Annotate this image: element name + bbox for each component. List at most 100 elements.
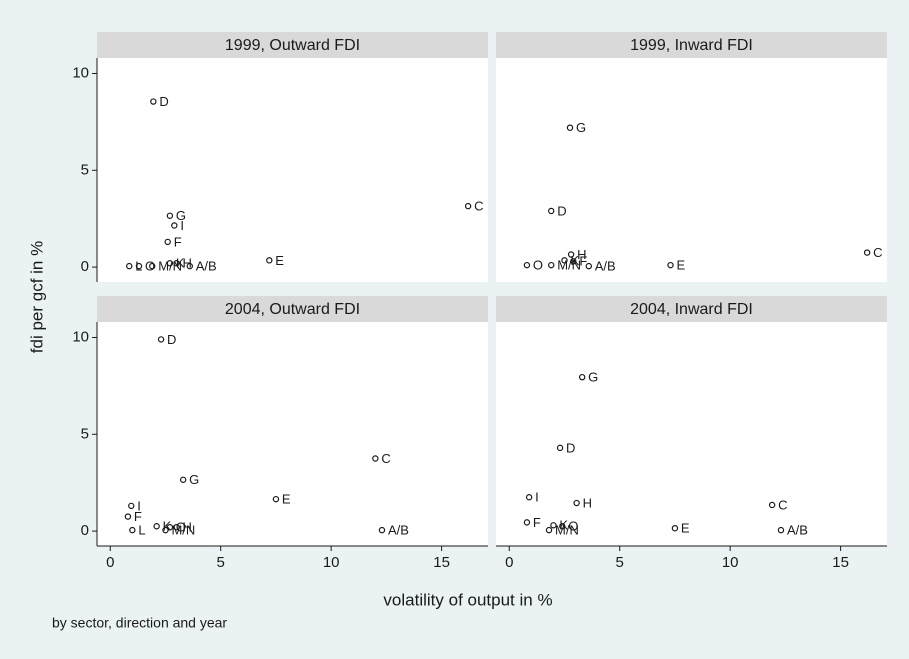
point-label: F: [174, 234, 182, 249]
point-label: A/B: [787, 523, 808, 538]
point-label: O: [568, 519, 578, 534]
x-tick-label: 0: [106, 554, 114, 571]
point: [162, 526, 169, 534]
point-label: C: [778, 497, 787, 512]
x-tick-label: 15: [433, 554, 450, 571]
point: [173, 260, 180, 267]
point: [186, 262, 193, 270]
plot-area: [496, 58, 887, 282]
point: [567, 251, 575, 258]
point-label: L: [135, 259, 142, 274]
point-label: F: [533, 515, 541, 530]
point: [173, 524, 180, 531]
point-label: D: [159, 94, 168, 109]
point-label: K: [570, 253, 579, 268]
x-tick-label: 5: [217, 554, 225, 571]
y-tick-label: 10: [72, 328, 89, 345]
point-label: O: [176, 520, 186, 535]
point-label: G: [576, 120, 586, 135]
point: [578, 373, 586, 381]
point-label: M/N: [557, 258, 581, 273]
point: [559, 523, 566, 530]
x-tick-label: 10: [722, 554, 739, 571]
point-label: H: [583, 495, 592, 510]
point: [548, 261, 555, 269]
point-label: D: [566, 440, 575, 455]
point: [179, 476, 187, 483]
point: [378, 526, 386, 534]
point: [863, 249, 871, 256]
point-label: G: [176, 208, 186, 223]
point: [126, 262, 133, 270]
point: [566, 124, 574, 131]
point-label: I: [137, 498, 141, 513]
point-label: G: [588, 370, 598, 385]
panel-title: 2004, Inward FDI: [630, 301, 753, 318]
point-label: H: [577, 247, 586, 262]
point-label: F: [579, 254, 587, 269]
point-label: E: [677, 258, 686, 273]
point: [124, 513, 132, 520]
point: [556, 444, 564, 452]
x-axis-label: volatility of output in %: [383, 590, 552, 609]
point-label: M/N: [555, 523, 579, 538]
y-tick-label: 0: [81, 258, 89, 275]
x-tick-label: 10: [323, 554, 340, 571]
point: [768, 501, 776, 509]
point: [525, 494, 533, 501]
x-tick-label: 0: [505, 554, 513, 571]
point: [129, 526, 136, 534]
point-label: H: [183, 256, 192, 271]
point-label: D: [557, 203, 566, 218]
point: [464, 202, 472, 210]
point: [573, 499, 580, 507]
y-tick-label: 10: [72, 64, 89, 81]
panel-title: 1999, Inward FDI: [630, 37, 753, 54]
point-label: L: [138, 523, 145, 538]
point: [171, 222, 178, 229]
point: [372, 455, 379, 462]
point-label: I: [180, 218, 184, 233]
point: [777, 526, 785, 534]
point: [128, 502, 135, 510]
point-label: A/B: [196, 259, 217, 274]
point-label: G: [189, 472, 199, 487]
point-label: I: [535, 490, 539, 505]
point-label: A/B: [595, 259, 616, 274]
point: [166, 524, 174, 531]
y-tick-label: 5: [81, 161, 89, 178]
point-label: D: [167, 332, 176, 347]
point-label: C: [381, 451, 390, 466]
y-tick-label: 0: [81, 522, 89, 539]
point: [550, 522, 557, 529]
point-label: H: [183, 520, 192, 535]
panel-header: [97, 296, 488, 322]
plot-area: [97, 58, 488, 282]
point-label: C: [873, 245, 882, 260]
point-label: C: [474, 199, 483, 214]
plot-area: [496, 322, 887, 546]
point: [548, 207, 555, 215]
x-tick-label: 5: [616, 554, 624, 571]
point: [157, 336, 165, 343]
point-label: E: [681, 521, 690, 536]
point-label: M/N: [171, 523, 195, 538]
point: [164, 238, 171, 246]
point: [570, 258, 577, 265]
point: [166, 260, 174, 267]
plot-area: [97, 322, 488, 546]
panel-title: 2004, Outward FDI: [225, 301, 360, 318]
point: [667, 261, 674, 269]
point: [153, 523, 160, 530]
panel-header: [496, 32, 887, 58]
point-label: K: [176, 256, 185, 271]
point: [545, 526, 553, 534]
point: [166, 212, 174, 219]
point: [150, 98, 157, 105]
x-tick-label: 15: [832, 554, 849, 571]
point: [272, 495, 280, 503]
point: [266, 257, 273, 264]
point: [135, 262, 143, 270]
point: [671, 524, 679, 532]
